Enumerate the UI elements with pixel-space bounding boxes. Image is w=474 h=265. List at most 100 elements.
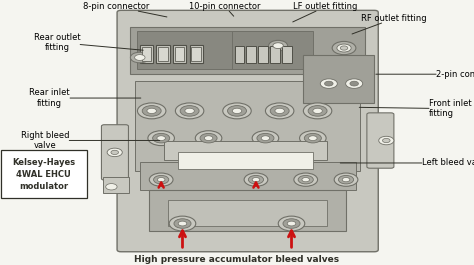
Circle shape xyxy=(248,175,264,184)
Circle shape xyxy=(147,108,156,113)
Circle shape xyxy=(257,133,274,143)
Circle shape xyxy=(252,131,279,145)
Circle shape xyxy=(157,136,165,140)
Circle shape xyxy=(270,105,289,116)
FancyBboxPatch shape xyxy=(101,125,128,180)
Circle shape xyxy=(340,46,348,50)
Circle shape xyxy=(325,81,333,86)
Circle shape xyxy=(309,136,317,140)
Circle shape xyxy=(185,108,194,113)
Bar xyxy=(140,45,153,63)
Circle shape xyxy=(383,138,390,143)
Circle shape xyxy=(244,173,268,186)
Circle shape xyxy=(228,105,246,116)
Bar xyxy=(258,46,268,63)
Bar xyxy=(282,46,292,63)
Bar xyxy=(235,46,244,63)
Circle shape xyxy=(261,136,270,140)
Circle shape xyxy=(178,221,187,226)
Circle shape xyxy=(130,52,149,63)
Circle shape xyxy=(154,175,169,184)
Circle shape xyxy=(169,216,196,231)
Circle shape xyxy=(303,103,332,119)
Circle shape xyxy=(149,173,173,186)
Text: Kelsey-Hayes
4WAL EHCU
modulator: Kelsey-Hayes 4WAL EHCU modulator xyxy=(12,158,75,191)
Text: Left bleed valve: Left bleed valve xyxy=(340,158,474,167)
Bar xyxy=(156,45,170,63)
Circle shape xyxy=(111,150,118,154)
Circle shape xyxy=(252,178,260,182)
Bar xyxy=(135,81,360,171)
Circle shape xyxy=(232,108,242,113)
Bar xyxy=(191,47,201,61)
Bar xyxy=(178,152,313,169)
Circle shape xyxy=(338,175,354,184)
Bar xyxy=(232,32,313,69)
Circle shape xyxy=(342,178,350,182)
Bar xyxy=(140,162,356,190)
Text: 10-pin connector: 10-pin connector xyxy=(190,2,261,16)
Circle shape xyxy=(148,131,174,145)
FancyBboxPatch shape xyxy=(367,113,394,168)
Bar xyxy=(173,45,186,63)
Circle shape xyxy=(174,219,191,228)
Circle shape xyxy=(313,108,322,113)
Circle shape xyxy=(350,81,358,86)
Bar xyxy=(142,47,151,61)
Circle shape xyxy=(273,43,283,48)
Circle shape xyxy=(300,131,326,145)
Text: Rear inlet
fitting: Rear inlet fitting xyxy=(29,88,141,108)
Circle shape xyxy=(153,133,170,143)
Circle shape xyxy=(180,105,199,116)
Text: 2-pin connector: 2-pin connector xyxy=(376,70,474,79)
Circle shape xyxy=(304,133,321,143)
Text: 8-pin connector: 8-pin connector xyxy=(83,2,167,17)
Circle shape xyxy=(346,79,363,89)
Circle shape xyxy=(157,178,165,182)
Circle shape xyxy=(265,103,294,119)
Circle shape xyxy=(294,173,318,186)
Circle shape xyxy=(269,40,288,51)
Circle shape xyxy=(195,131,222,145)
Circle shape xyxy=(107,148,122,157)
Circle shape xyxy=(200,133,217,143)
Bar xyxy=(164,140,327,160)
Circle shape xyxy=(106,184,117,190)
Bar xyxy=(175,47,184,61)
Circle shape xyxy=(135,55,145,60)
Text: Right bleed
valve: Right bleed valve xyxy=(21,131,160,150)
Text: LF outlet fitting: LF outlet fitting xyxy=(293,2,358,22)
Circle shape xyxy=(332,41,356,55)
Bar xyxy=(246,46,256,63)
Bar xyxy=(103,177,129,193)
Text: Rear outlet
fitting: Rear outlet fitting xyxy=(34,33,143,52)
Circle shape xyxy=(283,219,300,228)
Text: Front inlet
fitting: Front inlet fitting xyxy=(359,99,472,118)
Circle shape xyxy=(175,103,204,119)
FancyBboxPatch shape xyxy=(1,150,87,198)
Circle shape xyxy=(223,103,251,119)
Bar xyxy=(168,200,327,226)
Circle shape xyxy=(320,79,337,89)
Bar xyxy=(130,27,365,74)
Circle shape xyxy=(137,103,166,119)
Bar xyxy=(149,190,346,231)
Bar xyxy=(158,47,168,61)
Circle shape xyxy=(278,216,305,231)
Bar xyxy=(270,46,280,63)
Text: High pressure accumulator bleed valves: High pressure accumulator bleed valves xyxy=(135,255,339,264)
Circle shape xyxy=(275,108,284,113)
Circle shape xyxy=(308,105,327,116)
Text: RF outlet fitting: RF outlet fitting xyxy=(352,14,427,34)
Circle shape xyxy=(302,178,310,182)
Circle shape xyxy=(337,44,351,52)
Bar xyxy=(137,32,239,69)
Circle shape xyxy=(379,136,394,145)
Circle shape xyxy=(287,221,296,226)
Circle shape xyxy=(204,136,213,140)
Bar xyxy=(303,55,374,103)
Circle shape xyxy=(298,175,313,184)
FancyBboxPatch shape xyxy=(117,10,378,252)
Circle shape xyxy=(142,105,161,116)
Circle shape xyxy=(334,173,358,186)
